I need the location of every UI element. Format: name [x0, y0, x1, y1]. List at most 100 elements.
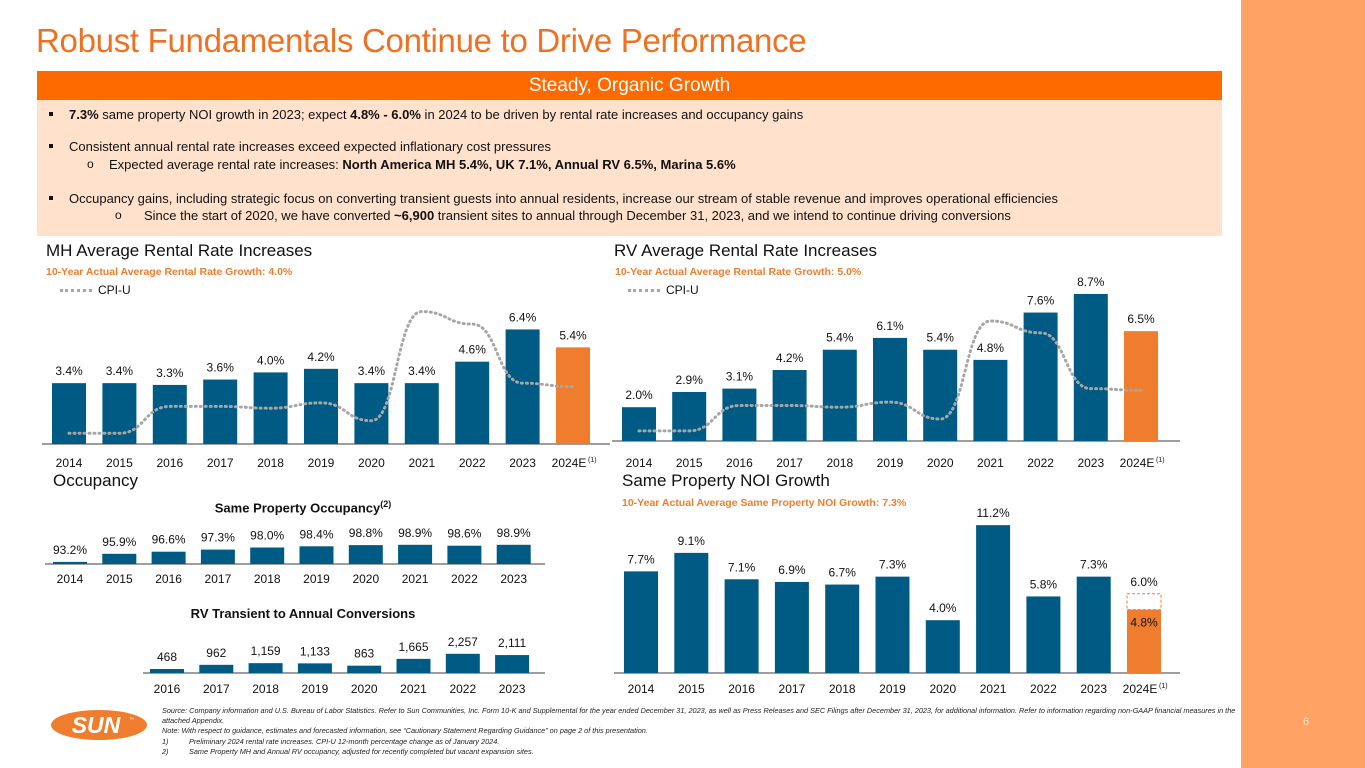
dotted-line-icon	[628, 288, 660, 292]
rv-bar	[822, 349, 857, 441]
noi-data-label: 6.7%	[829, 566, 857, 580]
noi-data-label: 4.8%	[1130, 616, 1158, 630]
rv-category-label: 2022	[1027, 456, 1054, 470]
occupancy-category-label: 2021	[402, 572, 429, 586]
rv-data-label: 7.6%	[1027, 294, 1055, 308]
conversions-chart-title: RV Transient to Annual Conversions	[190, 606, 416, 621]
noi-data-label: 6.9%	[778, 563, 806, 577]
noi-bar	[1026, 596, 1061, 673]
noi-data-label: 7.3%	[1080, 558, 1108, 572]
mh-bar	[52, 383, 86, 444]
noi-bar	[825, 584, 860, 673]
mh-category-label: 2024E	[552, 456, 587, 470]
circle-bullet-icon: o	[87, 157, 94, 171]
mh-bar	[354, 383, 389, 444]
conversions-category-label: 2017	[203, 682, 230, 696]
mh-bar	[505, 329, 540, 444]
rv-data-label: 6.5%	[1127, 312, 1155, 326]
occupancy-data-label: 98.8%	[349, 526, 383, 540]
mh-data-label: 3.4%	[55, 364, 83, 378]
rv-category-label: 2015	[676, 456, 703, 470]
rv-data-label: 5.4%	[826, 331, 854, 345]
rv-bar	[923, 349, 958, 441]
conversions-category-label: 2022	[449, 682, 476, 696]
noi-section-title: Same Property NOI Growth	[622, 471, 830, 490]
source-note: Source: Company information and U.S. Bur…	[162, 706, 1236, 726]
conversions-category-label: 2016	[154, 682, 181, 696]
noi-category-label: 2022	[1030, 682, 1057, 696]
rv-category-label: 2014	[626, 456, 653, 470]
bullet-text: Occupancy gains, including strategic foc…	[69, 191, 1059, 206]
rv-section-subtitle: 10-Year Actual Average Rental Rate Growt…	[615, 266, 862, 278]
conversions-bar	[150, 669, 184, 673]
noi-bar	[976, 525, 1011, 673]
rv-cpi-line	[637, 319, 1143, 433]
rv-bar	[1124, 331, 1158, 441]
noi-estimate-range-box	[1126, 593, 1162, 611]
sub-bullet-text: Expected average rental rate increases: …	[109, 157, 736, 172]
rv-category-label: 2021	[977, 456, 1004, 470]
sub-bullet-text: Since the start of 2020, we have convert…	[144, 208, 1011, 223]
conversions-bar	[297, 663, 332, 673]
mh-data-label: 5.4%	[559, 328, 587, 342]
conversions-category-label: 2020	[351, 682, 378, 696]
mh-category-label: 2021	[408, 456, 435, 470]
footnote-number: 1)	[162, 736, 169, 746]
occupancy-category-label: 2020	[352, 572, 379, 586]
rv-data-label: 4.2%	[776, 351, 804, 365]
rv-data-label: 2.9%	[676, 373, 704, 387]
noi-data-label: 5.8%	[1030, 577, 1058, 591]
occupancy-data-label: 96.6%	[152, 533, 186, 547]
occupancy-bar	[348, 545, 383, 564]
rv-category-label: 2019	[877, 456, 904, 470]
occupancy-data-label: 98.9%	[398, 526, 432, 540]
mh-data-label: 4.6%	[459, 343, 487, 357]
conversions-data-label: 1,133	[300, 644, 330, 658]
occupancy-bar	[151, 551, 186, 564]
occupancy-category-label: 2019	[303, 572, 330, 586]
noi-category-superscript: (1)	[1159, 683, 1168, 690]
noi-bar	[674, 552, 709, 673]
section-banner: Steady, Organic Growth	[37, 71, 1222, 100]
conversions-data-label: 2,257	[448, 635, 478, 649]
mh-section-title: MH Average Rental Rate Increases	[46, 241, 313, 260]
conversions-bar	[347, 665, 382, 673]
mh-cpi-line	[67, 310, 575, 435]
occupancy-section-title: Occupancy	[53, 471, 139, 490]
sun-logo: SUN ™	[51, 710, 147, 740]
noi-category-label: 2019	[879, 682, 906, 696]
occupancy-category-label: 2022	[451, 572, 478, 586]
conversions-data-label: 962	[206, 646, 226, 660]
mh-bar	[102, 383, 137, 444]
rv-category-label: 2018	[826, 456, 853, 470]
rv-category-label: 2016	[726, 456, 753, 470]
noi-category-label: 2018	[829, 682, 856, 696]
footnote-2: 2) Same Property MH and Annual RV occupan…	[162, 747, 1237, 757]
noi-category-label: 2020	[929, 682, 956, 696]
rv-data-label: 4.8%	[977, 341, 1005, 355]
dotted-line-icon	[60, 288, 92, 292]
noi-category-label: 2021	[980, 682, 1007, 696]
bullet-text: Consistent annual rental rate increases …	[69, 139, 551, 154]
occupancy-data-label: 97.3%	[201, 531, 235, 545]
occupancy-data-label: 93.2%	[53, 543, 87, 557]
mh-data-label: 3.4%	[358, 364, 386, 378]
mh-data-label: 4.0%	[257, 353, 285, 367]
bullet-panel: 7.3% same property NOI growth in 2023; e…	[37, 100, 1222, 236]
noi-data-label: 7.3%	[879, 558, 907, 572]
conversions-data-label: 863	[354, 647, 374, 661]
mh-data-label: 3.6%	[207, 361, 235, 375]
occupancy-bar	[398, 544, 433, 564]
mh-bar	[203, 379, 238, 444]
bullet-square-icon	[49, 112, 53, 116]
bullet-square-icon	[49, 196, 53, 200]
rv-category-label: 2017	[776, 456, 803, 470]
noi-data-label: 11.2%	[977, 506, 1010, 520]
occupancy-category-label: 2015	[106, 572, 133, 586]
occupancy-data-label: 98.4%	[299, 527, 333, 541]
occupancy-bar	[496, 544, 531, 564]
occupancy-bar	[53, 561, 87, 564]
occupancy-bar	[447, 545, 482, 564]
mh-category-label: 2020	[358, 456, 385, 470]
